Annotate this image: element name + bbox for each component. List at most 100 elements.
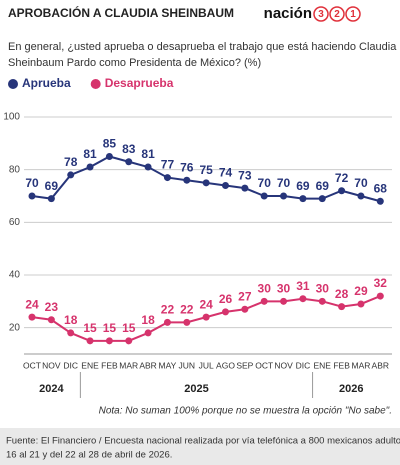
data-label: 30: [258, 282, 272, 296]
point: [47, 316, 55, 324]
x-tick-label: AGO: [216, 360, 235, 370]
x-tick-label: MAY: [159, 360, 177, 370]
data-label: 73: [238, 168, 252, 182]
data-label: 24: [199, 297, 213, 311]
legend-marker: [8, 79, 18, 89]
point: [67, 329, 75, 337]
data-label: 15: [122, 321, 136, 335]
data-label: 74: [219, 166, 233, 180]
data-label: 81: [83, 147, 97, 161]
data-label: 70: [354, 176, 368, 190]
point: [299, 295, 307, 303]
point: [280, 192, 288, 200]
point: [357, 300, 365, 308]
point: [28, 313, 36, 321]
note: Nota: No suman 100% porque no se muestra…: [99, 406, 392, 417]
point: [222, 308, 229, 316]
data-label: 26: [219, 292, 233, 306]
data-label: 31: [296, 279, 310, 293]
data-label: 22: [161, 303, 175, 317]
point: [202, 313, 210, 321]
point: [144, 329, 152, 337]
point: [163, 174, 171, 182]
x-tick-label: MAR: [119, 360, 138, 370]
year-label: 2024: [39, 383, 64, 395]
legend-label: Desaprueba: [105, 76, 174, 90]
point: [299, 195, 307, 203]
point: [183, 176, 191, 184]
point: [222, 181, 229, 189]
point: [318, 195, 326, 203]
x-tick-label: NOV: [274, 360, 293, 370]
point: [144, 163, 152, 171]
point: [357, 192, 365, 200]
data-label: 30: [316, 282, 330, 296]
x-tick-label: JUN: [179, 360, 196, 370]
y-tick-label: 60: [9, 217, 21, 228]
data-label: 72: [335, 171, 349, 185]
point: [28, 192, 36, 200]
source: Fuente: El Financiero / Encuesta naciona…: [6, 436, 400, 447]
point: [125, 158, 133, 166]
point: [376, 197, 384, 205]
point: [376, 292, 384, 300]
data-label: 24: [25, 297, 39, 311]
x-tick-label: JUL: [199, 360, 214, 370]
data-label: 69: [296, 179, 310, 193]
data-label: 69: [316, 179, 330, 193]
chart-title: APROBACIÓN A CLAUDIA SHEINBAUM: [8, 5, 234, 20]
data-label: 83: [122, 142, 136, 156]
data-label: 70: [25, 176, 39, 190]
data-label: 77: [161, 158, 175, 172]
y-tick-label: 20: [9, 322, 21, 333]
data-label: 68: [374, 181, 388, 195]
x-tick-label: SEP: [236, 360, 253, 370]
brand-circle: [345, 6, 361, 22]
point: [125, 337, 133, 345]
brand-digit: 1: [350, 9, 356, 20]
data-label: 32: [374, 276, 388, 290]
x-tick-label: NOV: [42, 360, 61, 370]
x-tick-label: ABR: [372, 360, 389, 370]
point: [260, 192, 268, 200]
data-label: 69: [45, 179, 59, 193]
y-tick-label: 100: [3, 112, 20, 123]
y-tick-label: 40: [9, 270, 21, 281]
point: [318, 297, 326, 305]
x-tick-label: FEB: [101, 360, 118, 370]
data-label: 15: [83, 321, 97, 335]
x-tick-label: OCT: [23, 360, 41, 370]
footer-bg: [0, 428, 400, 465]
subtitle: Sheinbaum Pardo como Presidenta de Méxic…: [8, 57, 261, 69]
brand: nación: [264, 5, 312, 22]
data-label: 81: [141, 147, 155, 161]
source: 16 al 21 y del 22 al 28 de abril de 2026…: [6, 450, 172, 461]
data-label: 28: [335, 287, 349, 301]
brand-circle: [329, 6, 345, 22]
data-label: 78: [64, 155, 78, 169]
brand-digit: 2: [334, 9, 340, 20]
legend-label: Aprueba: [22, 76, 71, 90]
brand-digit: 3: [318, 9, 324, 20]
brand-circle: [313, 6, 329, 22]
x-tick-label: FEB: [333, 360, 350, 370]
point: [280, 297, 288, 305]
data-label: 18: [141, 313, 155, 327]
point: [241, 305, 249, 313]
data-label: 22: [180, 303, 194, 317]
data-label: 30: [277, 282, 291, 296]
point: [241, 184, 249, 192]
point: [338, 303, 346, 311]
year-label: 2025: [184, 383, 208, 395]
subtitle: En general, ¿usted aprueba o desaprueba …: [8, 41, 397, 53]
data-label: 85: [103, 137, 117, 151]
data-label: 29: [354, 284, 368, 298]
data-label: 27: [238, 289, 252, 303]
data-label: 18: [64, 313, 78, 327]
point: [86, 163, 94, 171]
x-tick-label: DIC: [63, 360, 78, 370]
point: [67, 171, 75, 179]
y-tick-label: 80: [9, 164, 21, 175]
point: [105, 153, 113, 160]
